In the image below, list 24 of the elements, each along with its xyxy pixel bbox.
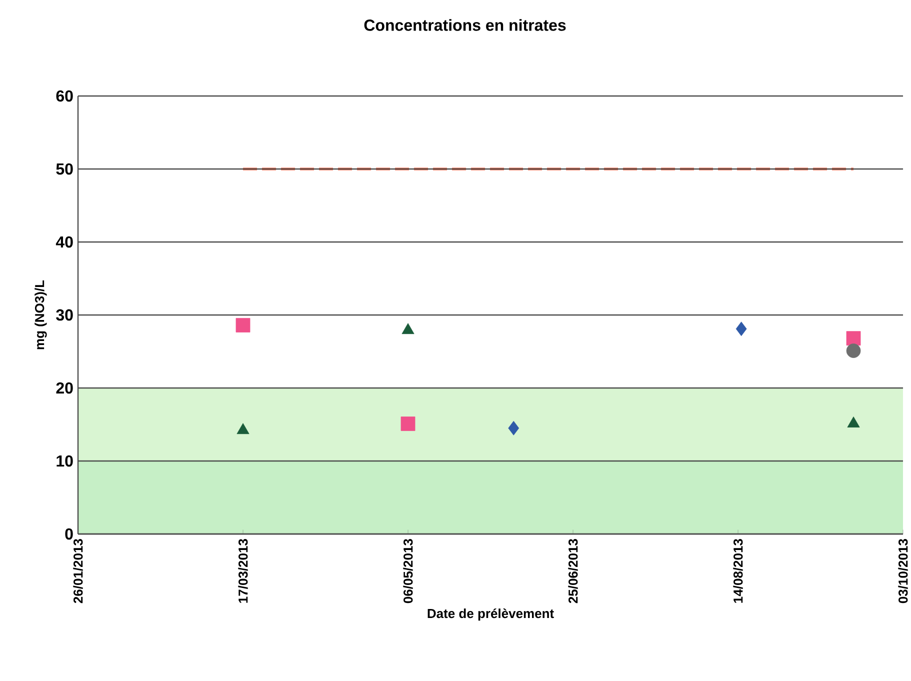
x-tick-label: 26/01/2013 — [73, 538, 83, 604]
y-tick-label: 40 — [56, 236, 73, 248]
y-tick-label: 60 — [56, 90, 73, 102]
y-tick-label: 50 — [56, 163, 73, 175]
point — [400, 416, 416, 431]
point — [736, 322, 747, 336]
point — [847, 416, 860, 428]
x-tick-label: 14/08/2013 — [733, 538, 743, 603]
chart-title: Concentrations en nitrates — [364, 19, 566, 31]
y-axis-title: mg (NO3)/L — [34, 280, 47, 350]
point — [846, 344, 861, 358]
point — [846, 331, 861, 346]
y-tick-label: 10 — [56, 455, 73, 467]
x-tick-label: 03/10/2013 — [898, 538, 908, 604]
x-tick-label: 17/03/2013 — [238, 538, 248, 603]
point — [508, 420, 520, 436]
point — [236, 318, 250, 332]
x-tick-label: 06/05/2013 — [403, 538, 413, 604]
x-tick-label: 25/06/2013 — [568, 538, 578, 604]
y-tick-label: 20 — [56, 382, 73, 394]
y-tick-label: 0 — [65, 528, 73, 540]
point — [236, 423, 250, 434]
x-axis-title: Date de prélèvement — [428, 608, 554, 621]
y-tick-label: 30 — [56, 309, 73, 321]
